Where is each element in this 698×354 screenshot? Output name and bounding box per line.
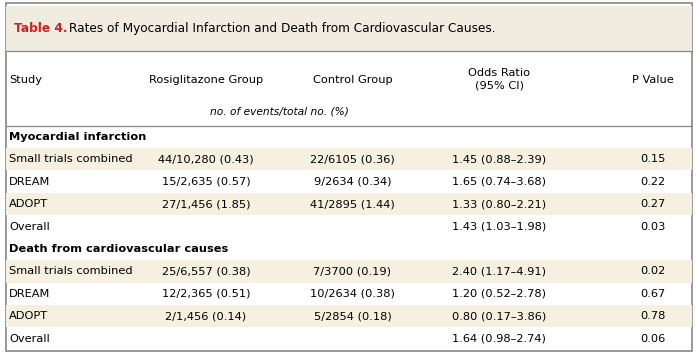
Text: Odds Ratio
(95% CI): Odds Ratio (95% CI)	[468, 68, 530, 91]
Text: 0.06: 0.06	[640, 333, 665, 343]
Text: ADOPT: ADOPT	[9, 311, 48, 321]
Text: Study: Study	[9, 75, 42, 85]
Text: 1.64 (0.98–2.74): 1.64 (0.98–2.74)	[452, 333, 546, 343]
Text: 27/1,456 (1.85): 27/1,456 (1.85)	[162, 199, 250, 209]
Text: 5/2854 (0.18): 5/2854 (0.18)	[313, 311, 392, 321]
Text: Small trials combined: Small trials combined	[9, 266, 133, 276]
Text: no. of events/total no. (%): no. of events/total no. (%)	[210, 107, 348, 116]
Text: 7/3700 (0.19): 7/3700 (0.19)	[313, 266, 392, 276]
Text: Rosiglitazone Group: Rosiglitazone Group	[149, 75, 263, 85]
Text: 9/2634 (0.34): 9/2634 (0.34)	[313, 177, 392, 187]
Text: 1.65 (0.74–3.68): 1.65 (0.74–3.68)	[452, 177, 546, 187]
Text: 1.45 (0.88–2.39): 1.45 (0.88–2.39)	[452, 154, 546, 164]
Bar	[6, 6, 692, 51]
Text: Overall: Overall	[9, 333, 50, 343]
Text: 0.02: 0.02	[640, 266, 665, 276]
Text: 0.80 (0.17–3.86): 0.80 (0.17–3.86)	[452, 311, 547, 321]
Text: 1.20 (0.52–2.78): 1.20 (0.52–2.78)	[452, 289, 546, 299]
Text: Rates of Myocardial Infarction and Death from Cardiovascular Causes.: Rates of Myocardial Infarction and Death…	[65, 22, 496, 35]
Text: 2.40 (1.17–4.91): 2.40 (1.17–4.91)	[452, 266, 546, 276]
Text: 10/2634 (0.38): 10/2634 (0.38)	[310, 289, 395, 299]
Text: 0.78: 0.78	[640, 311, 665, 321]
Text: 44/10,280 (0.43): 44/10,280 (0.43)	[158, 154, 253, 164]
Text: P Value: P Value	[632, 75, 674, 85]
Bar	[6, 260, 692, 282]
Text: 0.67: 0.67	[640, 289, 665, 299]
Bar	[6, 305, 692, 327]
Text: 1.33 (0.80–2.21): 1.33 (0.80–2.21)	[452, 199, 546, 209]
Text: 0.15: 0.15	[640, 154, 665, 164]
Text: 2/1,456 (0.14): 2/1,456 (0.14)	[165, 311, 246, 321]
Text: 15/2,635 (0.57): 15/2,635 (0.57)	[162, 177, 250, 187]
Text: Small trials combined: Small trials combined	[9, 154, 133, 164]
Text: 0.27: 0.27	[640, 199, 665, 209]
Bar	[6, 193, 692, 215]
Text: 41/2895 (1.44): 41/2895 (1.44)	[310, 199, 395, 209]
Text: Table 4.: Table 4.	[14, 22, 68, 35]
Text: 0.22: 0.22	[640, 177, 665, 187]
Text: 0.03: 0.03	[640, 222, 665, 232]
Text: Overall: Overall	[9, 222, 50, 232]
Text: Myocardial infarction: Myocardial infarction	[9, 132, 147, 142]
Text: DREAM: DREAM	[9, 289, 50, 299]
Text: Control Group: Control Group	[313, 75, 392, 85]
Text: 22/6105 (0.36): 22/6105 (0.36)	[310, 154, 395, 164]
Text: 12/2,365 (0.51): 12/2,365 (0.51)	[162, 289, 250, 299]
Text: ADOPT: ADOPT	[9, 199, 48, 209]
Text: Death from cardiovascular causes: Death from cardiovascular causes	[9, 244, 228, 254]
Text: 25/6,557 (0.38): 25/6,557 (0.38)	[162, 266, 250, 276]
Text: DREAM: DREAM	[9, 177, 50, 187]
Bar	[6, 148, 692, 171]
Text: 1.43 (1.03–1.98): 1.43 (1.03–1.98)	[452, 222, 547, 232]
